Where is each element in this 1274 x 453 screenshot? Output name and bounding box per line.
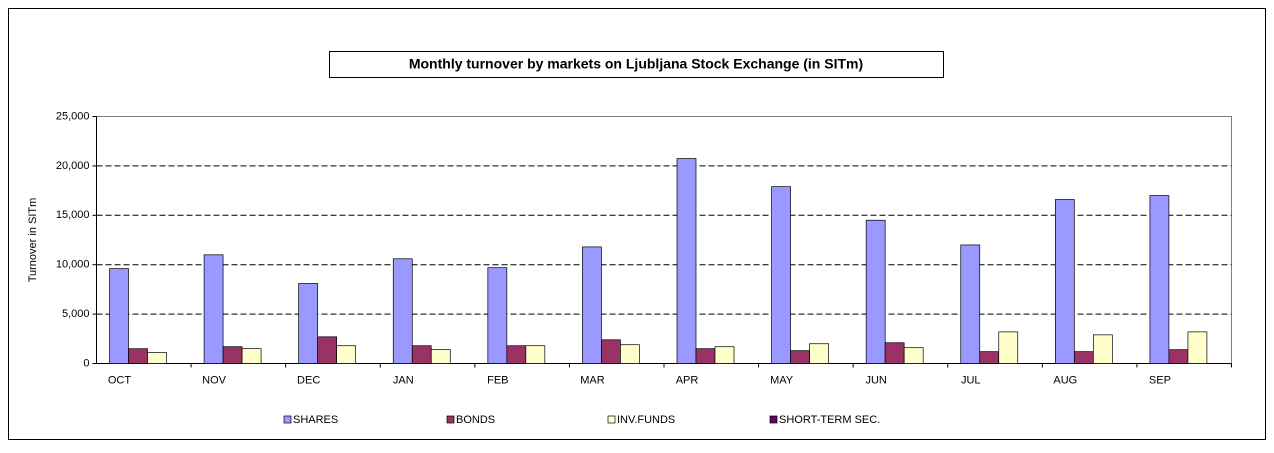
bar xyxy=(298,283,319,364)
bar xyxy=(241,348,262,364)
plot-area xyxy=(96,116,1232,364)
x-tick-label: NOV xyxy=(202,374,227,386)
bar xyxy=(903,347,924,364)
y-tick-label: 0 xyxy=(83,357,89,369)
bar xyxy=(601,339,621,364)
bar xyxy=(506,345,527,364)
x-tick-label: OCT xyxy=(108,374,132,386)
bar xyxy=(676,158,697,364)
bar xyxy=(336,345,357,364)
bar xyxy=(1149,195,1170,364)
bar xyxy=(714,346,735,364)
bar xyxy=(1168,349,1189,364)
bar xyxy=(203,254,224,364)
x-tick-label: MAR xyxy=(580,374,605,386)
bar xyxy=(998,331,1019,364)
bar xyxy=(430,349,451,364)
bar xyxy=(525,345,546,364)
chart-title: Monthly turnover by markets on Ljubljana… xyxy=(409,56,863,72)
bar xyxy=(392,258,413,364)
bar xyxy=(809,343,829,364)
legend-swatch xyxy=(446,415,455,424)
legend-label: BONDS xyxy=(456,414,495,426)
x-tick-label: JUL xyxy=(961,374,981,386)
y-tick-label: 5,000 xyxy=(62,308,90,320)
y-tick-label: 15,000 xyxy=(56,209,90,221)
bar xyxy=(884,342,905,364)
bar xyxy=(147,352,167,364)
bar xyxy=(960,244,981,364)
x-tick-label: JUN xyxy=(865,374,886,386)
bar xyxy=(317,336,338,364)
legend-swatch xyxy=(769,415,778,424)
bar xyxy=(1187,331,1208,364)
legend-swatch xyxy=(607,415,616,424)
bar xyxy=(487,267,508,364)
y-axis-label: Turnover in SITm xyxy=(27,198,39,283)
bar xyxy=(695,348,716,364)
x-tick-label: SEP xyxy=(1149,374,1171,386)
legend-label: SHARES xyxy=(293,414,338,426)
bar xyxy=(1073,351,1094,364)
bar xyxy=(582,246,602,364)
bar xyxy=(790,350,810,364)
bar xyxy=(771,186,791,364)
bar xyxy=(128,348,148,364)
y-tick-label: 20,000 xyxy=(56,160,90,172)
x-tick-label: AUG xyxy=(1053,374,1077,386)
bar xyxy=(222,346,243,364)
y-tick-label: 10,000 xyxy=(56,259,90,271)
bar xyxy=(979,351,1000,364)
bar xyxy=(1054,199,1075,364)
x-tick-label: DEC xyxy=(297,374,320,386)
legend-label: SHORT-TERM SEC. xyxy=(779,414,880,426)
bar xyxy=(1092,334,1113,364)
bar xyxy=(109,268,129,364)
title-box xyxy=(329,51,944,78)
x-tick-label: JAN xyxy=(393,374,414,386)
y-tick-label: 25,000 xyxy=(56,110,90,122)
bar xyxy=(620,344,640,364)
x-tick-label: FEB xyxy=(487,374,508,386)
x-tick-label: APR xyxy=(676,374,699,386)
x-tick-label: MAY xyxy=(770,374,794,386)
bar xyxy=(411,345,432,364)
bar xyxy=(865,219,886,364)
legend-label: INV.FUNDS xyxy=(617,414,675,426)
legend-swatch xyxy=(283,415,292,424)
